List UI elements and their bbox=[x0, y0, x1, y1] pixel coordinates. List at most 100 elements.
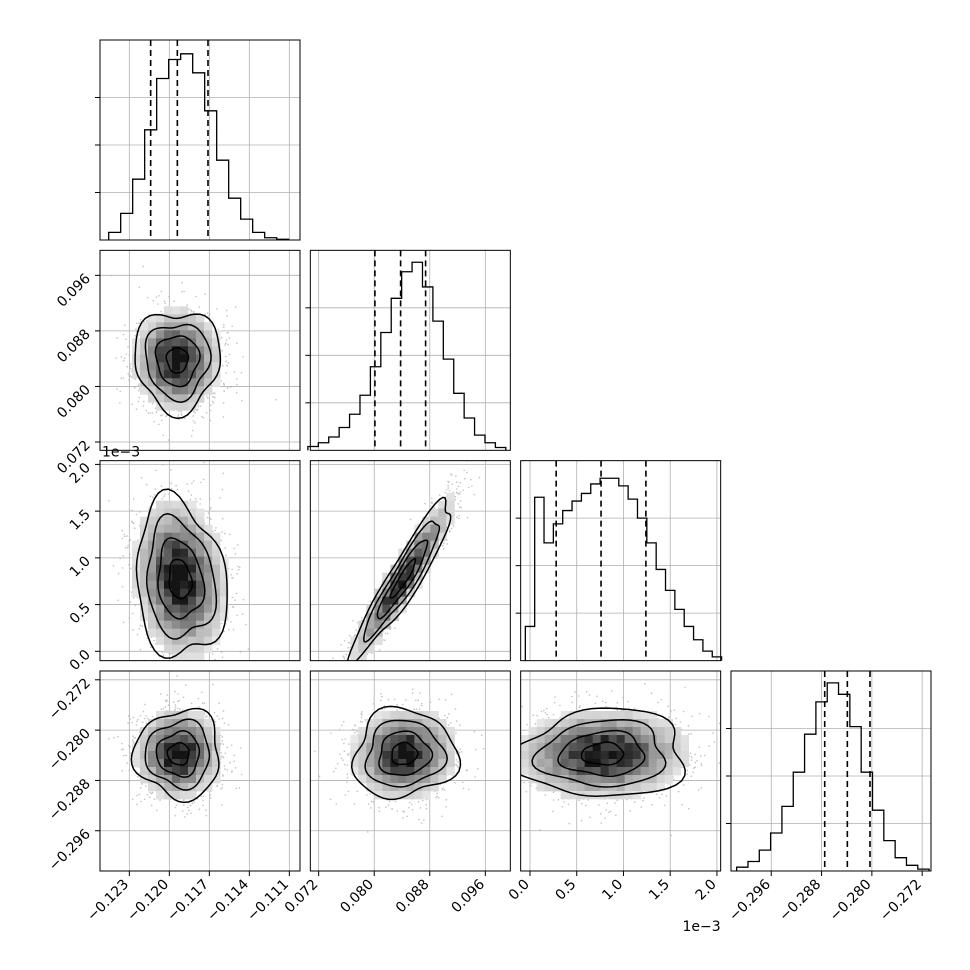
density-cell bbox=[520, 734, 530, 744]
density-cell bbox=[220, 596, 229, 606]
hist-line bbox=[524, 477, 723, 661]
axis-p1-xtick-label: 0.072 bbox=[282, 877, 322, 917]
density-cell bbox=[608, 718, 618, 728]
density-cell bbox=[584, 726, 594, 736]
axis-p1-xtick-label: 0.096 bbox=[448, 876, 488, 916]
hist-panel-p2 bbox=[515, 460, 723, 662]
density-cell bbox=[390, 572, 399, 582]
density-cell bbox=[366, 742, 375, 752]
density-cell bbox=[358, 734, 367, 744]
density-cell bbox=[172, 596, 181, 606]
density-cell bbox=[148, 338, 157, 347]
density-cell bbox=[188, 766, 197, 776]
density-cell bbox=[148, 782, 157, 792]
density-cell bbox=[624, 750, 634, 760]
hist-bar bbox=[193, 73, 205, 240]
density-cell bbox=[616, 710, 626, 720]
density-cell bbox=[648, 750, 658, 760]
density-cell bbox=[382, 742, 391, 752]
density-cell bbox=[632, 758, 642, 768]
hist-bar bbox=[628, 499, 637, 661]
contour-level bbox=[376, 539, 429, 620]
density-cell bbox=[616, 782, 626, 792]
density-cell bbox=[220, 588, 229, 598]
contour-level bbox=[130, 707, 220, 804]
density-cell bbox=[156, 524, 165, 534]
density-cell bbox=[212, 774, 221, 784]
density-cell bbox=[624, 734, 634, 744]
density-cell bbox=[600, 774, 610, 784]
density-cell bbox=[148, 386, 157, 395]
density-cell bbox=[414, 524, 423, 534]
density-cell bbox=[180, 604, 189, 614]
density-cell bbox=[164, 346, 173, 355]
hist-bar bbox=[229, 198, 241, 240]
density-cell bbox=[648, 742, 658, 752]
density-cell bbox=[164, 718, 173, 728]
density-cell bbox=[592, 734, 602, 744]
density-cell bbox=[390, 564, 399, 574]
density-cell bbox=[140, 726, 149, 736]
density-cell bbox=[422, 710, 431, 720]
density-cell bbox=[172, 330, 181, 339]
density-cell bbox=[382, 710, 391, 720]
density-cell bbox=[140, 612, 149, 622]
density-cell bbox=[180, 588, 189, 598]
density-cell bbox=[132, 354, 141, 363]
density-cell bbox=[188, 636, 197, 646]
density-cell bbox=[172, 604, 181, 614]
density-cell bbox=[446, 742, 455, 752]
density-cell bbox=[536, 774, 546, 784]
density-cell bbox=[180, 394, 189, 403]
contour-level bbox=[350, 705, 462, 801]
density-cell bbox=[366, 758, 375, 768]
density-cell bbox=[156, 548, 165, 558]
density-cell bbox=[212, 354, 221, 363]
density-cell bbox=[132, 750, 141, 760]
contour-level bbox=[144, 718, 211, 791]
hist-bar bbox=[121, 213, 133, 240]
density-cell bbox=[624, 790, 634, 800]
density-cell bbox=[180, 370, 189, 379]
density-cell bbox=[164, 394, 173, 403]
hist-bar bbox=[656, 569, 665, 660]
density-cell bbox=[188, 790, 197, 800]
density-cell bbox=[544, 758, 554, 768]
axis-p2-xoffset-label: 1e−3 bbox=[682, 919, 720, 935]
density-cell bbox=[172, 580, 181, 590]
density-cell bbox=[390, 612, 399, 622]
density-cell bbox=[180, 314, 189, 323]
density-cell bbox=[196, 588, 205, 598]
density-cell bbox=[156, 362, 165, 371]
density-cell bbox=[600, 718, 610, 728]
density-cell bbox=[180, 782, 189, 792]
density-cell bbox=[552, 742, 562, 752]
hist-bar bbox=[109, 232, 121, 240]
hist-bar bbox=[329, 437, 339, 450]
density-cell bbox=[382, 750, 391, 760]
density-cell bbox=[640, 710, 650, 720]
density-cell bbox=[406, 766, 415, 776]
density-cell bbox=[196, 734, 205, 744]
density-cell bbox=[624, 710, 634, 720]
density-cell bbox=[172, 540, 181, 550]
density-cell bbox=[188, 402, 197, 411]
density-cell bbox=[552, 750, 562, 760]
density-cell bbox=[414, 782, 423, 792]
density-cell bbox=[382, 604, 391, 614]
density-cell bbox=[188, 540, 197, 550]
hist-bar bbox=[591, 484, 600, 661]
density-cell bbox=[172, 750, 181, 760]
density-cell bbox=[156, 386, 165, 395]
contour-level bbox=[157, 537, 206, 620]
hist-bar bbox=[241, 219, 253, 240]
density-cell bbox=[164, 370, 173, 379]
density-cell bbox=[568, 750, 578, 760]
density-cell bbox=[140, 370, 149, 379]
density-cell bbox=[148, 346, 157, 355]
density-cell bbox=[374, 620, 383, 630]
density-cell bbox=[148, 580, 157, 590]
density-cell bbox=[406, 710, 415, 720]
density-cell bbox=[212, 750, 221, 760]
contour-level bbox=[134, 313, 222, 420]
